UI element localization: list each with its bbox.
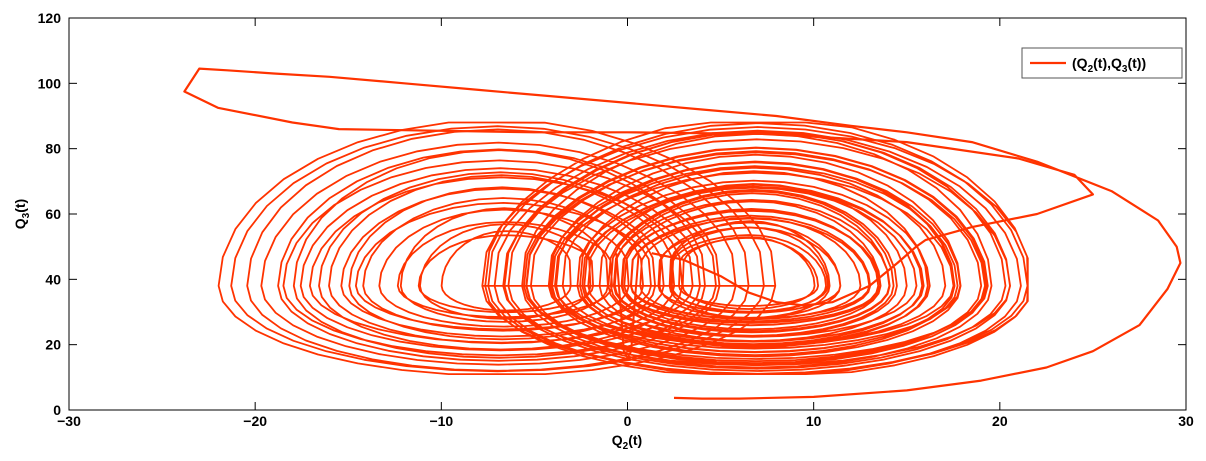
trajectory-outer-orbit xyxy=(183,67,1182,400)
x-tick-label: −20 xyxy=(243,413,267,429)
y-tick-label: 120 xyxy=(38,10,62,26)
y-tick-label: 60 xyxy=(45,206,61,222)
y-tick-label: 40 xyxy=(45,271,61,287)
y-axis-label-sub: 3 xyxy=(21,212,32,218)
x-axis-label: Q2(t) xyxy=(612,432,642,452)
x-axis-label-suffix: (t) xyxy=(628,432,642,448)
y-tick-label: 100 xyxy=(38,75,62,91)
y-axis-label-base: Q xyxy=(12,218,28,229)
legend-label: (Q2(t),Q3(t)) xyxy=(1072,55,1146,75)
x-tick-label: 30 xyxy=(1178,413,1194,429)
x-tick-label: −30 xyxy=(57,413,81,429)
legend: (Q2(t),Q3(t)) xyxy=(1021,47,1183,79)
x-tick-label: 0 xyxy=(624,413,632,429)
legend-label-pre: (Q xyxy=(1072,55,1088,71)
legend-label-sub2: 3 xyxy=(1122,64,1128,75)
x-axis-label-sub: 2 xyxy=(623,441,629,452)
trajectory-center-spike xyxy=(615,253,640,360)
y-axis-label: Q3(t) xyxy=(12,199,32,229)
trajectory-line xyxy=(183,67,1182,400)
legend-label-sub1: 2 xyxy=(1088,64,1094,75)
y-tick-label: 80 xyxy=(45,141,61,157)
x-tick-label: −10 xyxy=(429,413,453,429)
x-axis-ticks: −30 −20 −10 0 10 20 30 xyxy=(57,18,1194,429)
y-tick-label: 20 xyxy=(45,337,61,353)
y-axis-label-suffix: (t) xyxy=(12,199,28,213)
x-axis-label-base: Q xyxy=(612,432,623,448)
y-tick-label: 0 xyxy=(53,402,61,418)
y-axis-ticks: 0 20 40 60 80 100 120 xyxy=(38,10,1186,418)
legend-label-mid: (t),Q xyxy=(1093,55,1122,71)
x-tick-label: 20 xyxy=(992,413,1008,429)
x-tick-label: 10 xyxy=(806,413,822,429)
legend-label-post: (t)) xyxy=(1127,55,1146,71)
trajectory-dense-region xyxy=(217,121,1029,375)
